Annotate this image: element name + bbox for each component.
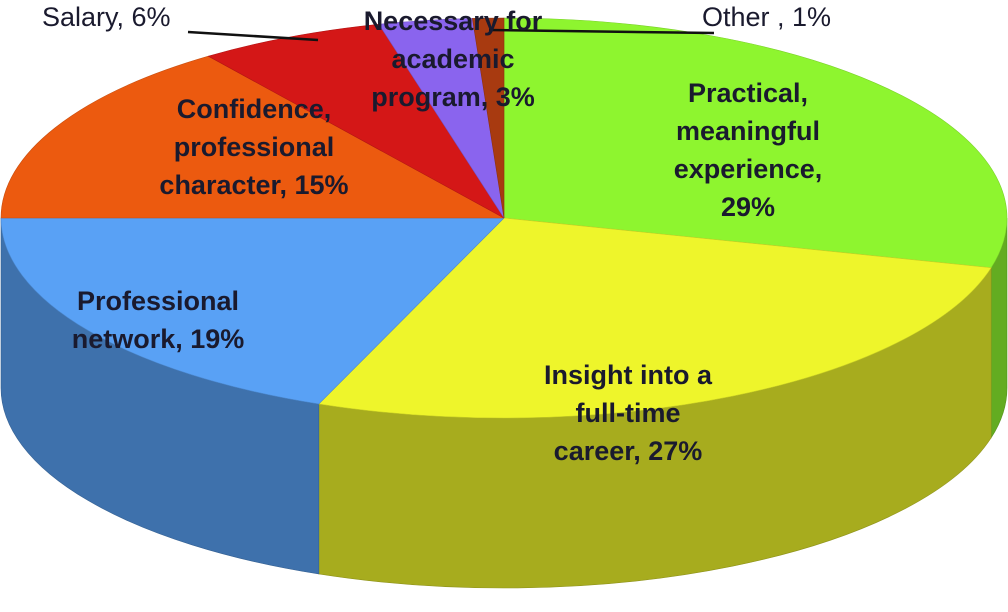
slice-label-salary: Salary, 6%	[42, 2, 171, 32]
leader-line-other	[488, 28, 715, 35]
slice-label-confidence-professional-character: Confidence, professional character, 15%	[159, 94, 348, 200]
slice-label-practical-meaningful-experience: Practical, meaningful experience, 29%	[674, 78, 823, 222]
slice-confidence-professional-character	[0, 55, 505, 219]
slice-labels: Practical, meaningful experience, 29% Insigh…	[42, 2, 831, 466]
pie-slices	[0, 17, 1008, 419]
slice-other	[472, 17, 505, 219]
leader-line-salary	[187, 30, 319, 42]
slice-insight-into-a-full-time-career	[318, 217, 992, 419]
leader-lines	[187, 28, 715, 42]
pie-sides	[0, 217, 1008, 589]
slice-practical-meaningful-experience	[503, 17, 1008, 269]
slice-label-other: Other , 1%	[702, 2, 831, 32]
slice-label-necessary-for-academic-program: Necessary for academic program, 3%	[364, 6, 543, 112]
slice-professional-network	[0, 217, 505, 405]
slice-label-professional-network: Professional network, 19%	[72, 286, 245, 354]
slice-label-insight-into-a-full-time-career: Insight into a full-time career, 27%	[544, 360, 713, 466]
